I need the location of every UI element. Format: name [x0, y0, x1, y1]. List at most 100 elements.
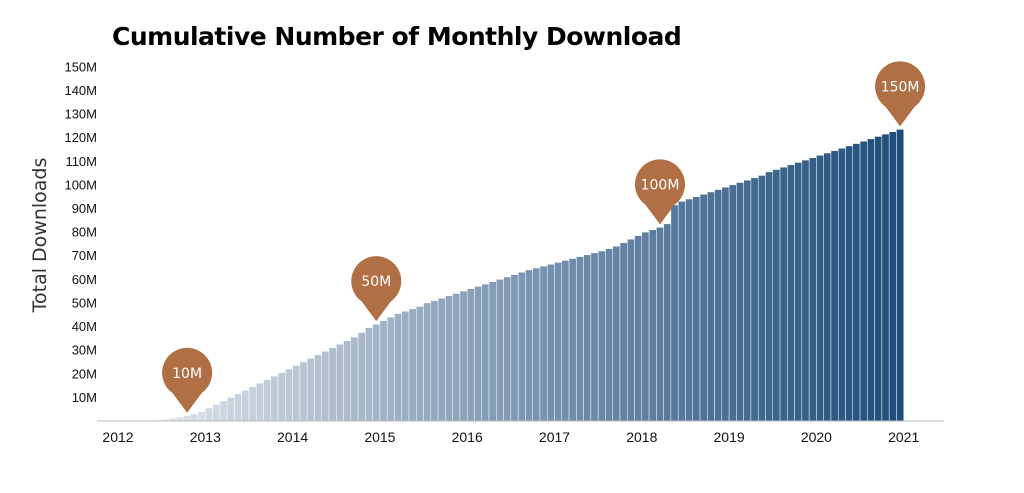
bar-2013-11: [277, 372, 286, 422]
bar-2019-12: [808, 157, 817, 422]
bar-2015-04: [401, 310, 410, 422]
bar-2019-02: [736, 182, 744, 422]
bar-2017-10: [619, 242, 628, 422]
bar-2015-10: [445, 295, 453, 422]
bar-2020-05: [845, 145, 854, 422]
bar-2019-03: [743, 179, 752, 422]
bar-2015-03: [394, 313, 403, 422]
bar-2016-09: [525, 269, 533, 422]
bar-2018-12: [721, 186, 730, 422]
bar-2014-06: [328, 347, 337, 422]
bar-2019-01: [728, 184, 737, 422]
bar-2019-09: [787, 164, 795, 422]
y-tick-label: 70M: [72, 248, 97, 263]
bar-2017-09: [612, 246, 621, 422]
bars-group: [139, 129, 904, 422]
chart-title: Cumulative Number of Monthly Download: [112, 22, 682, 51]
milestone-marker: 50M: [351, 256, 402, 322]
x-tick-label: 2018: [626, 429, 657, 445]
y-tick-label: 130M: [64, 107, 97, 122]
milestone-marker: 150M: [875, 61, 926, 127]
bar-2017-06: [590, 252, 599, 422]
map-pin-icon: [634, 159, 685, 225]
bar-2013-03: [219, 400, 228, 422]
bar-2020-12: [896, 129, 904, 422]
bar-2015-01: [379, 320, 388, 422]
bar-2017-02: [561, 260, 570, 422]
milestone-marker: 10M: [162, 347, 213, 413]
bar-2015-09: [437, 297, 446, 422]
bar-2013-04: [226, 397, 235, 422]
bar-2014-02: [299, 361, 308, 422]
map-pin-icon: [162, 347, 213, 413]
bar-2020-08: [867, 138, 875, 422]
y-tick-label: 40M: [72, 319, 97, 334]
bar-2020-11: [888, 131, 897, 422]
bar-2017-05: [583, 254, 592, 422]
bar-2016-04: [488, 281, 497, 422]
bar-2018-10: [707, 191, 715, 422]
bar-2014-08: [343, 340, 352, 422]
bar-2018-11: [714, 189, 723, 422]
x-tick-label: 2015: [364, 429, 395, 445]
bar-2016-02: [474, 286, 483, 422]
bar-2018-06: [677, 201, 686, 422]
bar-2019-04: [750, 177, 759, 422]
bar-2019-08: [779, 166, 788, 422]
y-axis: 10M 20M 30M 40M 50M 60M 70M 80M 90M 100M 110M 120M 1…: [64, 59, 97, 405]
y-tick-label: 30M: [72, 343, 97, 358]
x-tick-label: 2013: [190, 429, 221, 445]
bar-2015-06: [416, 306, 424, 422]
bar-2013-02: [212, 404, 221, 422]
bar-2016-11: [539, 265, 548, 422]
map-pin-icon: [875, 61, 926, 127]
x-tick-label: 2020: [801, 429, 832, 445]
bar-2014-01: [292, 365, 301, 422]
y-tick-label: 80M: [72, 225, 97, 240]
bar-2017-08: [605, 248, 613, 422]
bar-2017-12: [634, 235, 643, 422]
x-tick-label: 2012: [102, 429, 133, 445]
y-tick-label: 120M: [64, 130, 97, 145]
bar-2015-02: [386, 316, 395, 422]
bar-2015-05: [408, 308, 417, 422]
bar-2012-10: [183, 415, 192, 422]
bar-2018-08: [692, 196, 701, 422]
bar-2017-04: [576, 256, 584, 422]
y-tick-label: 20M: [72, 366, 97, 381]
y-tick-label: 110M: [65, 154, 97, 169]
bar-2013-06: [241, 390, 250, 422]
bar-2014-04: [314, 354, 322, 422]
bar-2013-10: [270, 375, 279, 422]
bar-2020-01: [816, 155, 824, 422]
bar-2020-03: [830, 150, 839, 422]
bar-2018-04: [663, 223, 672, 422]
milestone-label: 10M: [172, 366, 202, 382]
bar-2016-03: [481, 283, 490, 422]
y-tick-label: 100M: [64, 177, 97, 192]
bar-2016-01: [466, 288, 475, 422]
x-tick-label: 2014: [277, 429, 308, 445]
y-tick-label: 140M: [64, 83, 97, 98]
bar-2013-07: [248, 386, 257, 422]
y-tick-label: 60M: [72, 272, 97, 287]
bar-2019-07: [772, 169, 781, 422]
bar-2016-05: [496, 279, 504, 422]
bar-2020-07: [859, 140, 868, 422]
bar-2018-09: [699, 194, 708, 422]
bar-2017-11: [627, 238, 635, 422]
bar-2020-06: [852, 143, 861, 422]
bar-2018-07: [685, 198, 694, 422]
bar-2013-01: [205, 407, 213, 422]
y-tick-label: 50M: [72, 295, 97, 310]
bar-2015-07: [423, 302, 432, 422]
bar-2019-06: [765, 171, 774, 422]
bar-2015-08: [430, 300, 439, 422]
bar-2015-11: [452, 293, 461, 422]
bar-2014-03: [306, 358, 315, 422]
bar-2016-07: [510, 274, 519, 422]
bar-2019-05: [757, 175, 766, 422]
x-tick-label: 2019: [714, 429, 745, 445]
bar-2020-02: [823, 152, 832, 422]
bar-2017-07: [597, 250, 606, 422]
